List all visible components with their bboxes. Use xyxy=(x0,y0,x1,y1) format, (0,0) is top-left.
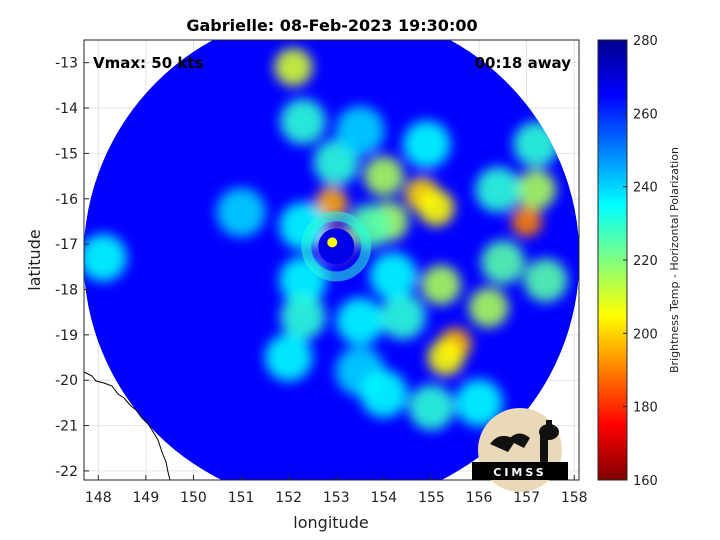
time-away-label: 00:18 away xyxy=(475,54,572,72)
eye-hot-spot xyxy=(327,237,338,248)
storm-eye xyxy=(301,211,372,282)
plot-title: Gabrielle: 08-Feb-2023 19:30:00 xyxy=(186,16,477,35)
convection-feature xyxy=(315,186,348,220)
convection-feature xyxy=(420,264,462,306)
colorbar-tick-label: 220 xyxy=(633,254,658,269)
colorbar-tick-label: 260 xyxy=(633,107,658,122)
colorbar: 160 180 200 220 240 260 280 Brightness Temp - … xyxy=(597,34,681,489)
convection-feature xyxy=(408,384,455,431)
convection-features xyxy=(84,48,568,431)
logo-tower xyxy=(540,436,548,464)
convection-feature xyxy=(84,233,127,282)
y-axis-ticks: -13 -14 -15 -16 -17 -18 -19 -20 -21 -22 xyxy=(55,56,89,480)
x-tick-label: 158 xyxy=(561,490,588,506)
convection-feature xyxy=(280,293,326,340)
y-tick-label: -22 xyxy=(55,464,78,480)
eye-center xyxy=(318,228,355,265)
convection-feature xyxy=(360,370,408,418)
convection-feature xyxy=(455,379,503,427)
y-tick-label: -19 xyxy=(55,328,78,344)
x-tick-label: 153 xyxy=(323,490,350,506)
convection-feature xyxy=(274,48,313,87)
convection-feature xyxy=(468,287,509,328)
convection-feature xyxy=(516,169,557,210)
x-tick-label: 150 xyxy=(180,490,207,506)
x-axis-label: longitude xyxy=(293,513,368,532)
convection-feature xyxy=(336,297,384,345)
plot-frame xyxy=(83,39,580,481)
colorbar-tick-label: 280 xyxy=(633,34,658,49)
convection-feature xyxy=(216,187,266,238)
cimss-logo: CIMSS xyxy=(472,408,568,492)
y-tick-label: -21 xyxy=(55,419,78,435)
convection-feature xyxy=(369,252,418,300)
x-tick-label: 149 xyxy=(133,490,160,506)
x-tick-label: 152 xyxy=(275,490,302,506)
convection-feature xyxy=(523,258,568,303)
colorbar-scale xyxy=(597,39,628,481)
colorbar-ticks: 160 180 200 220 240 260 280 xyxy=(623,34,658,489)
convection-feature xyxy=(475,166,521,213)
logo-banner xyxy=(472,462,568,480)
x-tick-label: 151 xyxy=(228,490,255,506)
x-tick-label: 157 xyxy=(513,490,540,506)
vmax-label: Vmax: 50 kts xyxy=(93,54,203,72)
convection-feature xyxy=(363,155,404,197)
y-tick-label: -16 xyxy=(55,192,78,208)
logo-water-tower-icon xyxy=(539,424,559,440)
convection-feature xyxy=(480,240,525,285)
y-axis-label: latitude xyxy=(25,229,44,290)
colorbar-label: Brightness Temp - Horizontal Polarizatio… xyxy=(668,147,681,373)
y-tick-label: -14 xyxy=(55,101,78,117)
convection-feature xyxy=(280,98,326,145)
convection-feature xyxy=(264,333,313,382)
y-tick-label: -18 xyxy=(55,282,78,298)
colorbar-tick-label: 200 xyxy=(633,327,658,342)
convection-feature xyxy=(347,204,392,248)
x-tick-label: 154 xyxy=(370,490,397,506)
y-tick-label: -17 xyxy=(55,237,78,253)
logo-text: CIMSS xyxy=(493,466,546,479)
brightness-temp-swath xyxy=(84,40,579,480)
convection-feature xyxy=(402,120,451,169)
colorbar-tick-label: 160 xyxy=(633,474,658,489)
convection-feature xyxy=(511,205,543,237)
x-tick-label: 148 xyxy=(85,490,112,506)
convection-feature xyxy=(427,339,464,376)
convection-feature xyxy=(279,202,327,250)
x-axis-ticks: 148 149 150 151 152 153 154 155 156 157 158 xyxy=(85,475,588,506)
convection-feature xyxy=(335,106,385,156)
y-tick-label: -20 xyxy=(55,373,78,389)
convection-feature xyxy=(417,189,455,227)
y-tick-label: -15 xyxy=(55,146,78,162)
convection-feature xyxy=(380,293,426,340)
colorbar-tick-label: 180 xyxy=(633,401,658,416)
y-tick-label: -13 xyxy=(55,56,78,72)
colorbar-tick-label: 240 xyxy=(633,181,658,196)
eyewall-ring xyxy=(301,211,372,282)
x-tick-label: 155 xyxy=(418,490,445,506)
x-tick-label: 156 xyxy=(466,490,493,506)
coastline xyxy=(84,371,171,480)
